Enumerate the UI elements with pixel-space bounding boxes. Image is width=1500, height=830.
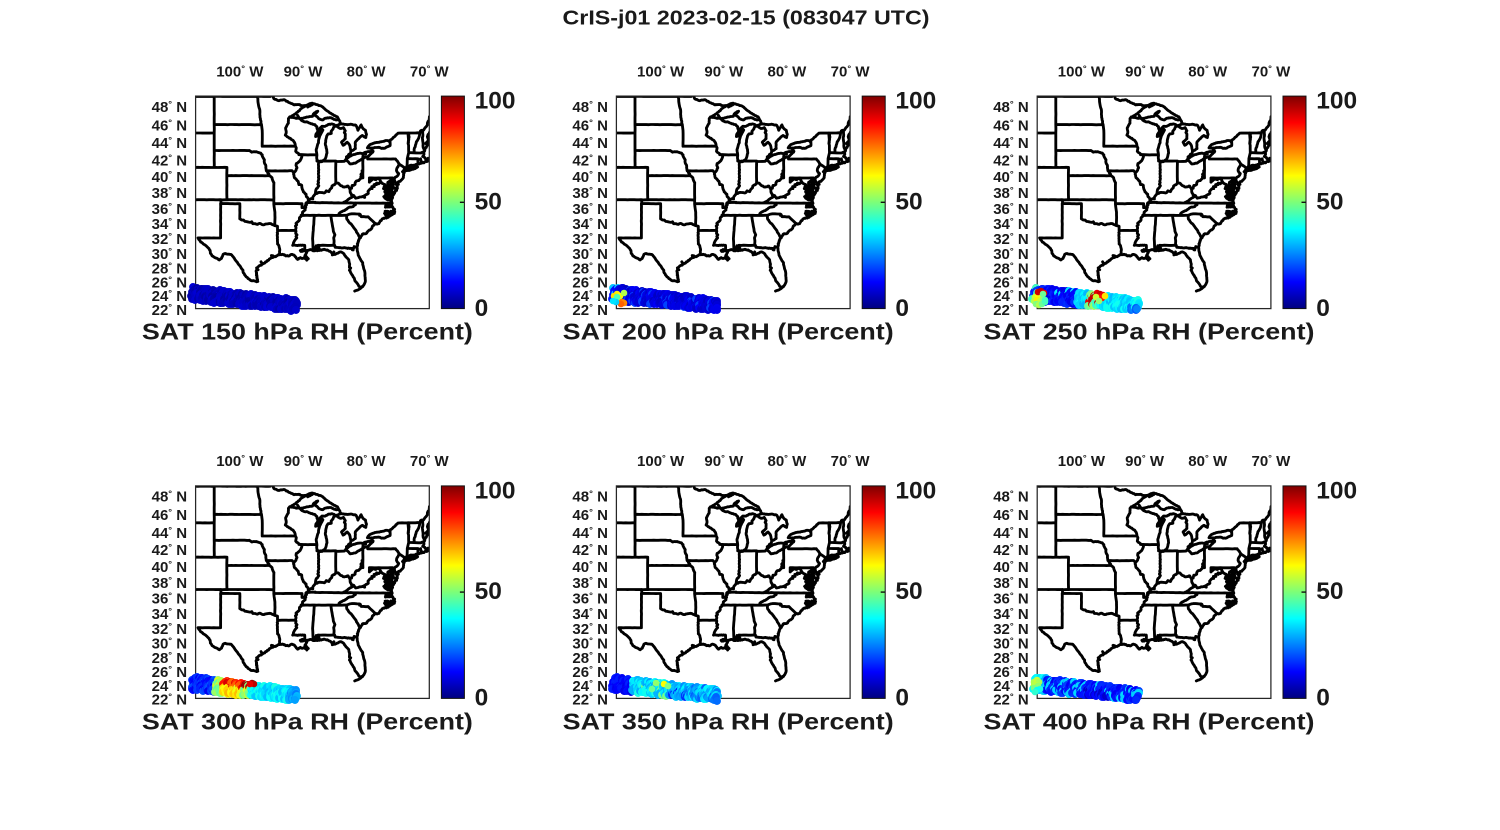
svg-text:50: 50	[1316, 188, 1343, 215]
svg-text:SAT 250 hPa RH (Percent): SAT 250 hPa RH (Percent)	[984, 319, 1315, 345]
svg-text:CrIS-j01 2023-02-15 (083047 UT: CrIS-j01 2023-02-15 (083047 UTC)	[563, 8, 930, 30]
svg-text:SAT 150 hPa RH (Percent): SAT 150 hPa RH (Percent)	[142, 319, 473, 345]
svg-text:100: 100	[895, 88, 936, 115]
svg-text:100: 100	[1316, 477, 1357, 504]
svg-text:50: 50	[475, 188, 502, 215]
svg-text:0: 0	[475, 295, 489, 322]
svg-text:0: 0	[1316, 295, 1330, 322]
svg-text:0: 0	[895, 685, 909, 712]
svg-text:0: 0	[475, 685, 489, 712]
svg-text:SAT 350 hPa RH (Percent): SAT 350 hPa RH (Percent)	[563, 708, 894, 734]
svg-text:100: 100	[475, 88, 516, 115]
svg-text:50: 50	[1316, 578, 1343, 605]
svg-text:100: 100	[475, 477, 516, 504]
svg-text:SAT 400 hPa RH (Percent): SAT 400 hPa RH (Percent)	[984, 708, 1315, 734]
svg-text:50: 50	[895, 578, 922, 605]
svg-text:0: 0	[895, 295, 909, 322]
svg-text:SAT 300 hPa RH (Percent): SAT 300 hPa RH (Percent)	[142, 708, 473, 734]
svg-text:0: 0	[1316, 685, 1330, 712]
svg-text:50: 50	[895, 188, 922, 215]
svg-text:100: 100	[1316, 88, 1357, 115]
svg-text:50: 50	[475, 578, 502, 605]
svg-text:SAT 200 hPa RH (Percent): SAT 200 hPa RH (Percent)	[563, 319, 894, 345]
svg-text:100: 100	[895, 477, 936, 504]
